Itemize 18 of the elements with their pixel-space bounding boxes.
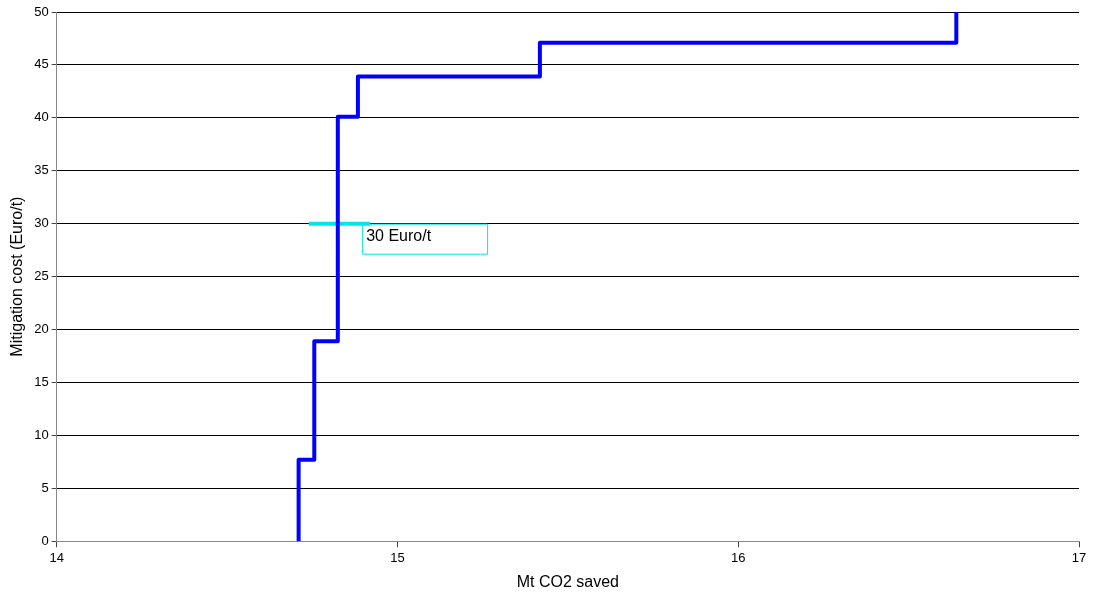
y-tick-label: 10 [34,426,49,442]
x-tick-label: 15 [390,549,405,565]
y-tick-label: 0 [41,532,49,548]
x-tick-label: 16 [730,549,746,565]
x-tick-label: 14 [49,549,64,565]
y-tick-label: 30 [34,215,49,231]
y-tick-label: 15 [34,374,49,390]
y-tick-label: 50 [34,3,49,19]
x-axis-title: Mt CO2 saved [516,572,619,590]
y-axis-title: Mitigation cost (Euro/t) [8,196,26,357]
y-tick-label: 5 [41,479,49,495]
y-tick-label: 35 [34,162,49,178]
annotation: 30 Euro/t [366,227,432,245]
x-tick-label: 17 [1071,549,1087,565]
y-tick-label: 40 [34,109,49,125]
y-tick-label: 25 [34,268,49,284]
y-tick-label: 45 [34,56,49,72]
y-tick-label: 20 [34,321,49,337]
